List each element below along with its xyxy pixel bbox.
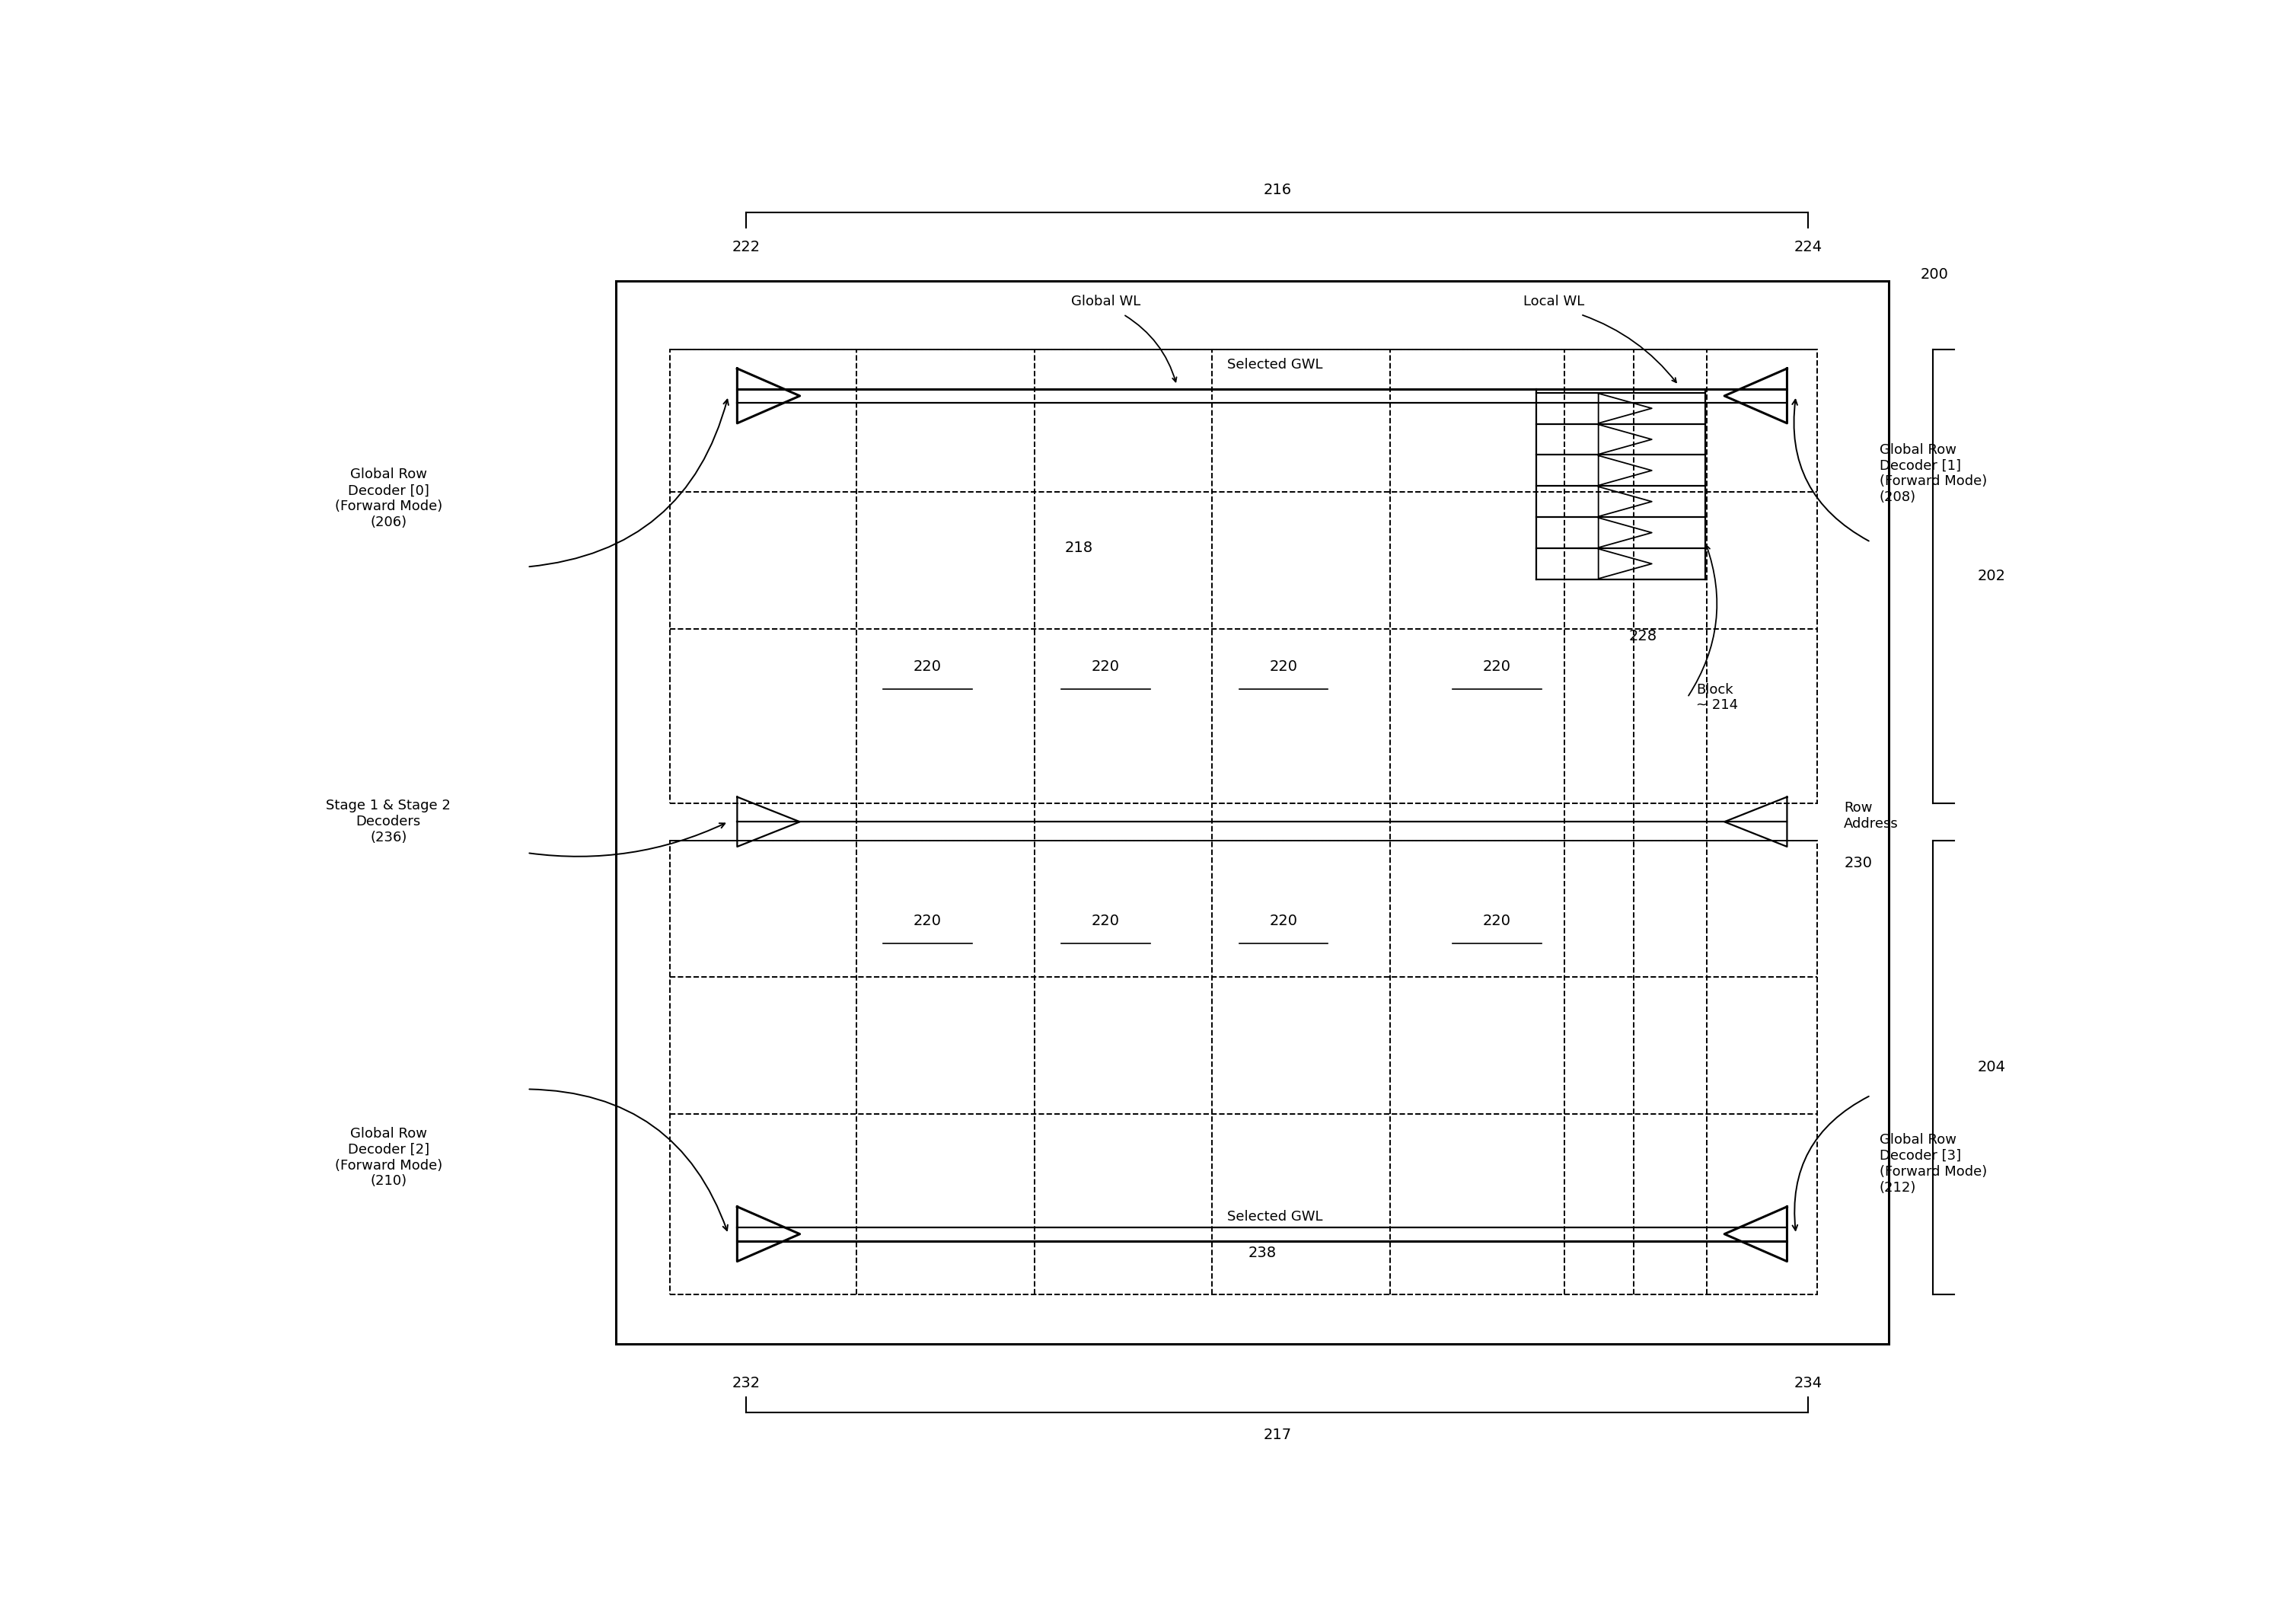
Text: Row
Address: Row Address	[1844, 801, 1899, 830]
Bar	[670, 840, 1816, 1294]
Text: 232: 232	[732, 1376, 760, 1391]
Text: Selected GWL: Selected GWL	[1226, 359, 1322, 371]
Bar	[670, 349, 1816, 803]
Text: 220: 220	[1091, 914, 1120, 929]
Text: 230: 230	[1844, 856, 1871, 870]
Text: Global Row
Decoder [0]
(Forward Mode)
(206): Global Row Decoder [0] (Forward Mode) (2…	[335, 468, 443, 530]
Text: 202: 202	[1977, 568, 2007, 583]
Text: 204: 204	[1977, 1059, 2007, 1074]
Text: 228: 228	[1628, 628, 1658, 643]
Text: Local WL: Local WL	[1522, 294, 1584, 308]
Text: 238: 238	[1249, 1247, 1277, 1261]
Text: Global Row
Decoder [3]
(Forward Mode)
(212): Global Row Decoder [3] (Forward Mode) (2…	[1880, 1134, 1986, 1195]
Text: 217: 217	[1263, 1428, 1290, 1442]
Text: 224: 224	[1793, 239, 1823, 254]
Text: 220: 220	[1483, 914, 1511, 929]
Text: 220: 220	[914, 914, 941, 929]
Text: Stage 1 & Stage 2
Decoders
(236): Stage 1 & Stage 2 Decoders (236)	[326, 799, 450, 845]
Text: 220: 220	[914, 659, 941, 673]
Text: 220: 220	[1270, 659, 1297, 673]
Text: 222: 222	[732, 239, 760, 254]
Text: Global Row
Decoder [1]
(Forward Mode)
(208): Global Row Decoder [1] (Forward Mode) (2…	[1880, 443, 1986, 504]
Text: Selected GWL: Selected GWL	[1226, 1210, 1322, 1224]
Text: Global Row
Decoder [2]
(Forward Mode)
(210): Global Row Decoder [2] (Forward Mode) (2…	[335, 1127, 443, 1189]
Bar	[615, 281, 1887, 1344]
Text: Block
~ 214: Block ~ 214	[1697, 683, 1738, 712]
Text: Global WL: Global WL	[1070, 294, 1141, 308]
Text: 200: 200	[1919, 268, 1949, 283]
Text: 220: 220	[1091, 659, 1120, 673]
Text: 234: 234	[1793, 1376, 1823, 1391]
Text: 216: 216	[1263, 182, 1290, 197]
Text: 218: 218	[1065, 541, 1093, 556]
Text: 220: 220	[1270, 914, 1297, 929]
Text: 220: 220	[1483, 659, 1511, 673]
